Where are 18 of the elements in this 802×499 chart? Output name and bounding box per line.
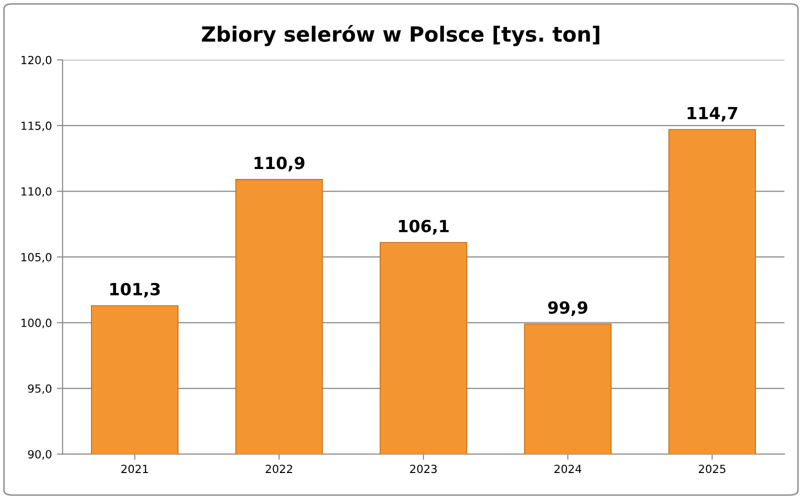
y-tick-label: 120,0: [22, 56, 52, 66]
x-tick-label: 2025: [698, 464, 726, 474]
data-label: 110,9: [254, 156, 304, 172]
y-tick-label: 115,0: [22, 122, 52, 132]
y-tick-label: 105,0: [22, 252, 52, 262]
data-label: 106,1: [398, 220, 449, 234]
chart-title: Zbiory selerów w Polsce [tys. ton]: [202, 24, 600, 46]
y-tick-label: 110,0: [22, 187, 52, 197]
y-tick-label: 95,0: [28, 384, 52, 394]
data-label: 101,3: [110, 282, 160, 298]
x-tick-label: 2023: [410, 464, 437, 474]
data-label: 114,7: [688, 106, 738, 122]
x-tick-label: 2022: [266, 464, 292, 474]
x-tick-label: 2024: [554, 464, 582, 474]
x-tick-label: 2021: [121, 464, 148, 474]
y-tick-label: 90,0: [28, 450, 52, 460]
data-label: 99,9: [548, 301, 588, 316]
y-tick-label: 100,0: [22, 318, 52, 328]
